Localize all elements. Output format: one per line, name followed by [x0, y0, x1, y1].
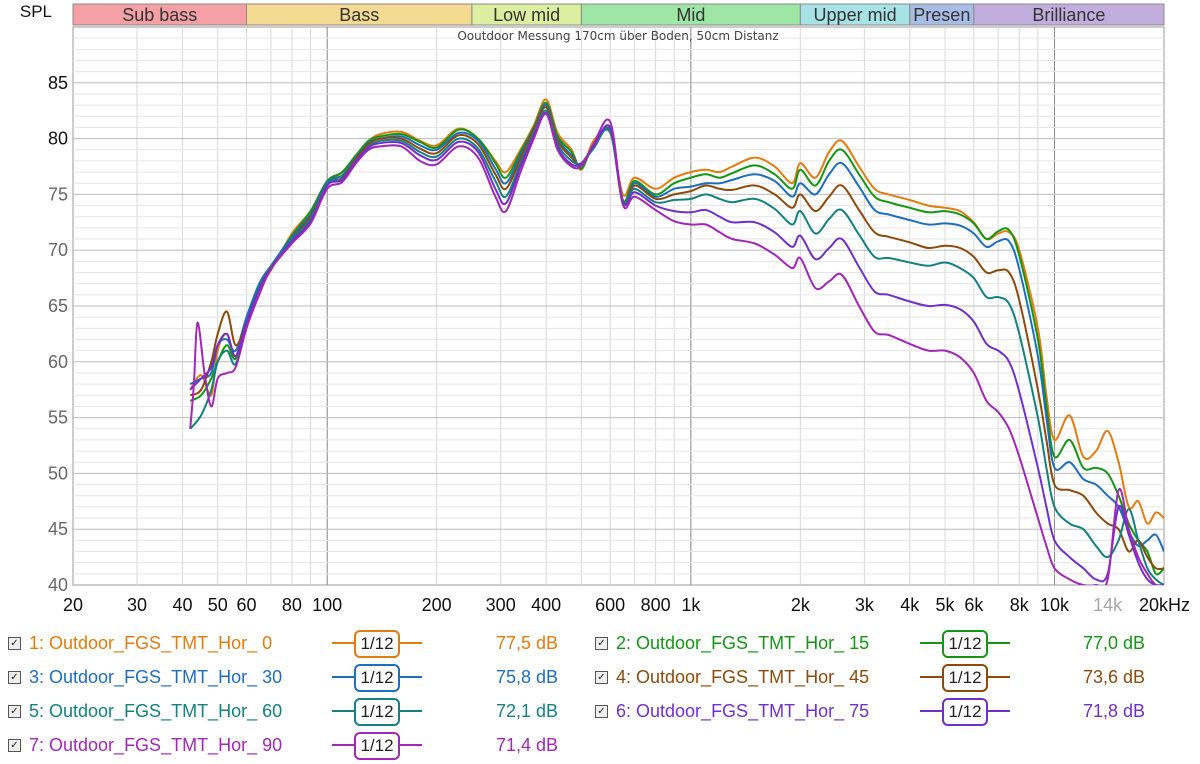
- legend-series-label: 7: Outdoor_FGS_TMT_Hor_ 90: [29, 734, 283, 755]
- series-visibility-checkbox[interactable]: ✓: [595, 670, 608, 684]
- y-tick-label: 75: [48, 184, 68, 204]
- legend-series-label: 6: Outdoor_FGS_TMT_Hor_ 75: [616, 700, 870, 721]
- band-label: Sub bass: [122, 5, 197, 25]
- legend-item[interactable]: ✓ 1: Outdoor_FGS_TMT_Hor_ 0: [8, 628, 272, 658]
- legend-item[interactable]: ✓ 6: Outdoor_FGS_TMT_Hor_ 75: [595, 696, 869, 726]
- series-line-7: [189, 112, 1164, 585]
- x-axis-labels: 20 30 40 50 60 80 100 200 300 400 600 800 1k 2k 3k 4k 5k…: [63, 595, 1190, 615]
- chart-title: Ooutdoor Messung 170cm über Boden, 50cm …: [457, 29, 778, 43]
- y-tick-label: 40: [48, 575, 68, 595]
- y-tick-label: 70: [48, 240, 68, 260]
- band-label: Mid: [676, 5, 705, 25]
- legend-series-label: 1: Outdoor_FGS_TMT_Hor_ 0: [29, 632, 273, 653]
- series-line-5: [189, 109, 1164, 585]
- x-tick-label: 100: [312, 595, 342, 615]
- x-tick-label: 1k: [681, 595, 701, 615]
- x-tick-label: 400: [531, 595, 561, 615]
- series-lines: [189, 98, 1164, 585]
- smoothing-button[interactable]: 1/12: [332, 628, 422, 658]
- x-tick-label: 14k: [1093, 595, 1123, 615]
- x-tick-label: 5k: [936, 595, 956, 615]
- series-average-level: 71,8 dB: [1082, 701, 1145, 721]
- series-average-level: 73,6 dB: [1082, 667, 1145, 687]
- legend-series-label: 2: Outdoor_FGS_TMT_Hor_ 15: [616, 632, 870, 653]
- y-tick-label: 45: [48, 519, 68, 539]
- x-tick-label: 6k: [964, 595, 984, 615]
- band-label: Brilliance: [1032, 5, 1105, 25]
- y-tick-label: 80: [48, 129, 68, 149]
- frequency-bands: Sub bass Bass Low mid Mid Upper mid Presen Bri…: [72, 3, 1165, 26]
- smoothing-label: 1/12: [354, 698, 400, 726]
- legend-series-label: 4: Outdoor_FGS_TMT_Hor_ 45: [616, 666, 870, 687]
- x-tick-label: 2k: [791, 595, 811, 615]
- legend-item[interactable]: ✓ 5: Outdoor_FGS_TMT_Hor_ 60: [8, 696, 282, 726]
- x-tick-label: 40: [172, 595, 192, 615]
- series-average-level: 71,4 dB: [495, 735, 558, 755]
- legend-item[interactable]: ✓ 3: Outdoor_FGS_TMT_Hor_ 30: [8, 662, 282, 692]
- legend-series-label: 5: Outdoor_FGS_TMT_Hor_ 60: [29, 700, 283, 721]
- smoothing-label: 1/12: [354, 664, 400, 692]
- smoothing-label: 1/12: [354, 732, 400, 760]
- x-tick-label: 600: [595, 595, 625, 615]
- smoothing-label: 1/12: [942, 630, 988, 658]
- x-tick-label: 3k: [855, 595, 875, 615]
- y-tick-label: 60: [48, 352, 68, 372]
- smoothing-label: 1/12: [354, 630, 400, 658]
- band-label: Presen: [913, 5, 970, 25]
- series-line-6: [189, 111, 1164, 585]
- grid: [73, 27, 1164, 585]
- x-tick-label: 800: [641, 595, 671, 615]
- smoothing-label: 1/12: [942, 698, 988, 726]
- legend-item[interactable]: ✓ 2: Outdoor_FGS_TMT_Hor_ 15: [595, 628, 869, 658]
- band-label: Upper mid: [814, 5, 897, 25]
- y-axis-label: SPL: [20, 2, 52, 21]
- smoothing-button[interactable]: 1/12: [920, 696, 1010, 726]
- series-line-3: [189, 104, 1164, 552]
- smoothing-button[interactable]: 1/12: [332, 662, 422, 692]
- series-average-level: 72,1 dB: [495, 701, 558, 721]
- y-tick-label: 85: [48, 73, 68, 93]
- smoothing-button[interactable]: 1/12: [920, 628, 1010, 658]
- band-label: Bass: [339, 5, 379, 25]
- y-tick-label: 55: [48, 408, 68, 428]
- x-tick-label: 20kHz: [1139, 595, 1190, 615]
- series-average-level: 77,5 dB: [495, 633, 558, 653]
- x-tick-label: 50: [208, 595, 228, 615]
- x-tick-label: 10k: [1040, 595, 1070, 615]
- series-visibility-checkbox[interactable]: ✓: [8, 738, 21, 752]
- y-axis-labels: 40 45 50 55 60 65 70 75 80 85: [48, 73, 68, 595]
- y-tick-label: 65: [48, 296, 68, 316]
- series-average-level: 75,8 dB: [495, 667, 558, 687]
- legend-item[interactable]: ✓ 7: Outdoor_FGS_TMT_Hor_ 90: [8, 730, 282, 760]
- x-tick-label: 200: [422, 595, 452, 615]
- smoothing-button[interactable]: 1/12: [332, 696, 422, 726]
- smoothing-button[interactable]: 1/12: [332, 730, 422, 760]
- x-tick-label: 8k: [1010, 595, 1030, 615]
- y-tick-label: 50: [48, 463, 68, 483]
- legend: ✓ 1: Outdoor_FGS_TMT_Hor_ 0 1/12 77,5 dB ✓ 2:…: [0, 624, 1200, 764]
- series-line-2: [189, 101, 1164, 576]
- series-visibility-checkbox[interactable]: ✓: [595, 636, 608, 650]
- smoothing-button[interactable]: 1/12: [920, 662, 1010, 692]
- band-6: [973, 3, 1165, 26]
- legend-series-label: 3: Outdoor_FGS_TMT_Hor_ 30: [29, 666, 283, 687]
- series-visibility-checkbox[interactable]: ✓: [595, 704, 608, 718]
- x-tick-label: 4k: [900, 595, 920, 615]
- x-tick-label: 60: [236, 595, 256, 615]
- series-visibility-checkbox[interactable]: ✓: [8, 704, 21, 718]
- smoothing-label: 1/12: [942, 664, 988, 692]
- x-tick-label: 20: [63, 595, 83, 615]
- x-tick-label: 300: [486, 595, 516, 615]
- x-tick-label: 30: [127, 595, 147, 615]
- series-visibility-checkbox[interactable]: ✓: [8, 670, 21, 684]
- band-label: Low mid: [493, 5, 560, 25]
- legend-item[interactable]: ✓ 4: Outdoor_FGS_TMT_Hor_ 45: [595, 662, 869, 692]
- series-visibility-checkbox[interactable]: ✓: [8, 636, 21, 650]
- frequency-response-chart: Sub bass Bass Low mid Mid Upper mid Presen Bri…: [20, 2, 1190, 615]
- series-average-level: 77,0 dB: [1082, 633, 1145, 653]
- x-tick-label: 80: [282, 595, 302, 615]
